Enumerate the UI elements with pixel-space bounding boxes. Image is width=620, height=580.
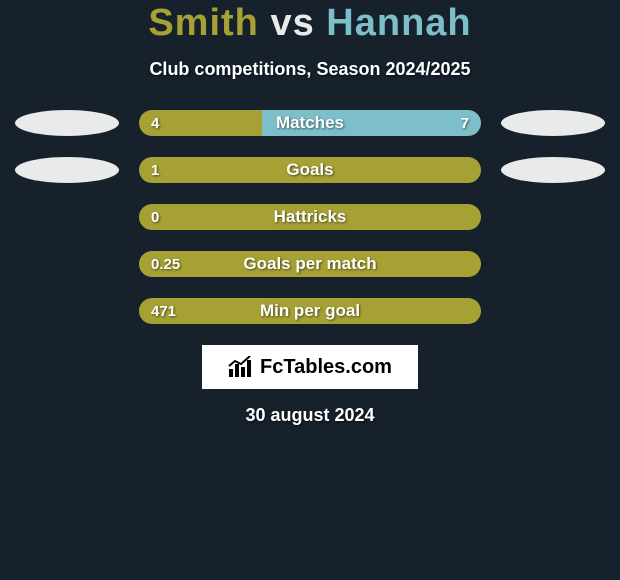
player2-name: Hannah — [326, 2, 471, 44]
stat-row: Hattricks0 — [0, 204, 620, 230]
player1-name: Smith — [148, 2, 259, 44]
stats-rows: Matches47 Goals1 Hattricks0 Goals per match… — [0, 110, 620, 324]
player2-badge — [501, 251, 605, 277]
stat-row: Min per goal471 — [0, 298, 620, 324]
player1-badge — [15, 157, 119, 183]
bar-right-fill — [262, 110, 481, 136]
player1-badge — [15, 110, 119, 136]
bar-left-fill — [139, 204, 481, 230]
vs-separator: vs — [270, 2, 314, 44]
stat-bar: Matches47 — [139, 110, 481, 136]
player2-badge — [501, 298, 605, 324]
player1-badge — [15, 298, 119, 324]
stat-row: Goals per match0.25 — [0, 251, 620, 277]
comparison-card: Smith vs Hannah Club competitions, Seaso… — [0, 0, 620, 426]
page-title: Smith vs Hannah — [0, 2, 620, 45]
stat-row: Goals1 — [0, 157, 620, 183]
stat-bar: Hattricks0 — [139, 204, 481, 230]
player2-badge — [501, 110, 605, 136]
bar-left-fill — [139, 110, 262, 136]
bar-left-fill — [139, 157, 481, 183]
stat-bar: Goals per match0.25 — [139, 251, 481, 277]
stat-bar: Goals1 — [139, 157, 481, 183]
bar-left-fill — [139, 298, 481, 324]
player2-badge — [501, 157, 605, 183]
brand-text: FcTables.com — [260, 356, 392, 379]
player1-badge — [15, 204, 119, 230]
player2-badge — [501, 204, 605, 230]
bar-chart-icon — [228, 356, 254, 378]
stat-bar: Min per goal471 — [139, 298, 481, 324]
bar-left-fill — [139, 251, 481, 277]
subtitle: Club competitions, Season 2024/2025 — [0, 59, 620, 80]
date-text: 30 august 2024 — [0, 405, 620, 426]
stat-row: Matches47 — [0, 110, 620, 136]
player1-badge — [15, 251, 119, 277]
brand-logo[interactable]: FcTables.com — [202, 345, 418, 389]
